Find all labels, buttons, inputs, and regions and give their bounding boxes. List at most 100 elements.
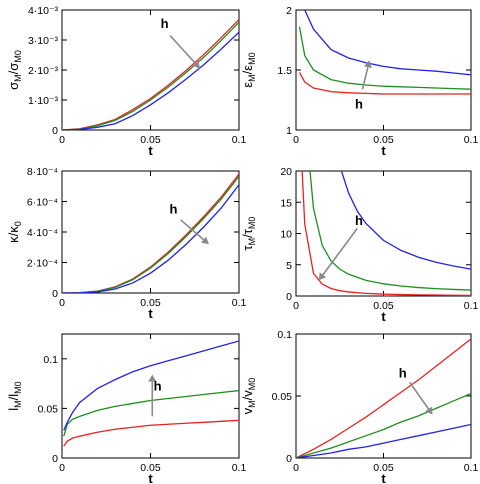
plot-frame — [295, 9, 472, 131]
parameter-annotation: h — [399, 365, 407, 380]
x-tick-label: 0.1 — [232, 462, 247, 474]
y-tick-label: 0 — [286, 291, 292, 303]
y-tick-label: 0.05 — [272, 391, 293, 403]
x-axis-label: t — [148, 143, 153, 158]
trend-arrowhead — [148, 374, 157, 382]
y-tick-label: 0 — [286, 453, 292, 465]
x-axis-label: t — [381, 309, 386, 324]
y-tick-label: 1.5 — [277, 65, 292, 77]
x-tick-label: 0.1 — [464, 462, 479, 474]
x-tick-label: 0.1 — [464, 300, 479, 312]
y-axis-label: κ/κ0 — [6, 221, 23, 243]
y-tick-label: 5 — [286, 260, 292, 272]
series-group — [63, 340, 239, 447]
series-line-red — [62, 19, 239, 130]
y-tick-label: 4·10⁻³ — [28, 5, 59, 17]
series-group — [298, 10, 471, 95]
trend-arrowhead — [200, 236, 209, 245]
y-tick-label: 2 — [286, 5, 292, 17]
chart-panel-5: 0 0.05 0.1 0 0.05 0.1 t lM/lM0 h — [6, 333, 247, 484]
plot-frame — [61, 170, 240, 294]
chart-panel-1: 0 0.05 0.1 0 1·10⁻³ 2·10⁻³ 3·10⁻³ 4·10⁻³ t σM/σM0… — [6, 5, 246, 158]
y-tick-label: 2·10⁻³ — [28, 65, 59, 77]
x-axis-label: t — [381, 471, 386, 484]
trend-arrow — [361, 67, 369, 90]
y-tick-label: 6·10⁻⁴ — [27, 197, 58, 209]
series-line-red — [63, 419, 239, 447]
y-tick-label: 8·10⁻⁴ — [27, 166, 58, 178]
y-tick-label: 10 — [280, 229, 292, 241]
series-line-blue — [62, 184, 239, 293]
chart-panel-4: 0 0.05 0.1 0 5 10 15 20 t τM/τM0 h — [240, 166, 478, 324]
x-axis-label: t — [148, 306, 153, 321]
y-tick-label: 0.05 — [38, 403, 59, 415]
x-tick-label: 0.1 — [232, 297, 247, 309]
y-tick-label: 15 — [280, 197, 292, 209]
parameter-annotation: h — [170, 202, 178, 217]
x-tick-label: 0.05 — [140, 462, 161, 474]
series-line-green — [62, 21, 239, 130]
x-tick-label: 0.1 — [232, 134, 247, 146]
series-line-green — [63, 389, 239, 437]
plot-frame — [61, 9, 240, 131]
trend-arrow — [180, 219, 205, 241]
trend-arrowhead — [192, 60, 201, 69]
series-line-green — [296, 392, 471, 458]
parameter-annotation: h — [355, 96, 363, 111]
series-line-blue — [62, 31, 239, 130]
x-tick-label: 0.05 — [140, 134, 161, 146]
plot-frame — [295, 333, 472, 459]
y-tick-label: 0.1 — [43, 354, 58, 366]
chart-panel-6: 0 0.05 0.1 0 0.05 0.1 t vM/vM0 h — [240, 329, 478, 484]
parameter-annotation: h — [161, 16, 169, 31]
y-tick-label: 0 — [52, 453, 58, 465]
x-tick-label: 0 — [59, 134, 65, 146]
x-tick-label: 0 — [293, 134, 299, 146]
series-line-red — [62, 173, 239, 293]
y-tick-label: 20 — [280, 166, 292, 178]
y-tick-label: 4·10⁻⁴ — [27, 227, 58, 239]
x-tick-label: 0.05 — [373, 300, 394, 312]
y-axis-label: εM/εM0 — [240, 52, 257, 87]
x-tick-label: 0 — [59, 297, 65, 309]
trend-arrowhead — [363, 60, 372, 69]
x-tick-label: 0.05 — [140, 297, 161, 309]
y-tick-label: 3·10⁻³ — [28, 35, 59, 47]
y-tick-label: 1·10⁻³ — [28, 95, 59, 107]
series-line-blue — [340, 171, 471, 270]
x-tick-label: 0.1 — [464, 134, 479, 146]
y-axis-label: σM/σM0 — [6, 50, 23, 90]
series-line-green — [309, 171, 471, 291]
series-group — [62, 19, 239, 130]
series-line-blue — [296, 423, 471, 458]
series-line-green — [298, 26, 471, 90]
y-tick-label: 1 — [286, 125, 292, 137]
series-line-green — [62, 175, 239, 293]
chart-panel-2: 0 0.05 0.1 1 1.5 2 t εM/εM0 h — [240, 5, 479, 158]
y-tick-label: 2·10⁻⁴ — [27, 258, 58, 270]
y-tick-label: 0.1 — [277, 329, 292, 341]
x-axis-label: t — [381, 143, 386, 158]
y-axis-label: τM/τM0 — [240, 217, 257, 251]
x-tick-label: 0.05 — [373, 134, 394, 146]
trend-arrowhead — [425, 406, 433, 415]
series-line-red — [296, 338, 471, 458]
chart-panel-3: 0 0.05 0.1 0 2·10⁻⁴ 4·10⁻⁴ 6·10⁻⁴ 8·10⁻⁴ t κ/κ0 h — [6, 166, 246, 321]
x-tick-label: 0 — [293, 462, 299, 474]
trend-arrow — [322, 228, 358, 276]
series-group — [301, 171, 471, 296]
x-tick-label: 0.05 — [373, 462, 394, 474]
x-tick-label: 0 — [59, 462, 65, 474]
y-axis-label: lM/lM0 — [6, 381, 23, 410]
y-tick-label: 0 — [52, 125, 58, 137]
x-axis-label: t — [148, 471, 153, 484]
trend-arrow — [409, 381, 430, 410]
series-line-blue — [63, 340, 239, 431]
x-tick-label: 0 — [293, 300, 299, 312]
trend-arrowhead — [318, 272, 327, 281]
parameter-annotation: h — [154, 379, 162, 394]
series-group — [296, 338, 471, 458]
series-line-red — [298, 72, 471, 95]
